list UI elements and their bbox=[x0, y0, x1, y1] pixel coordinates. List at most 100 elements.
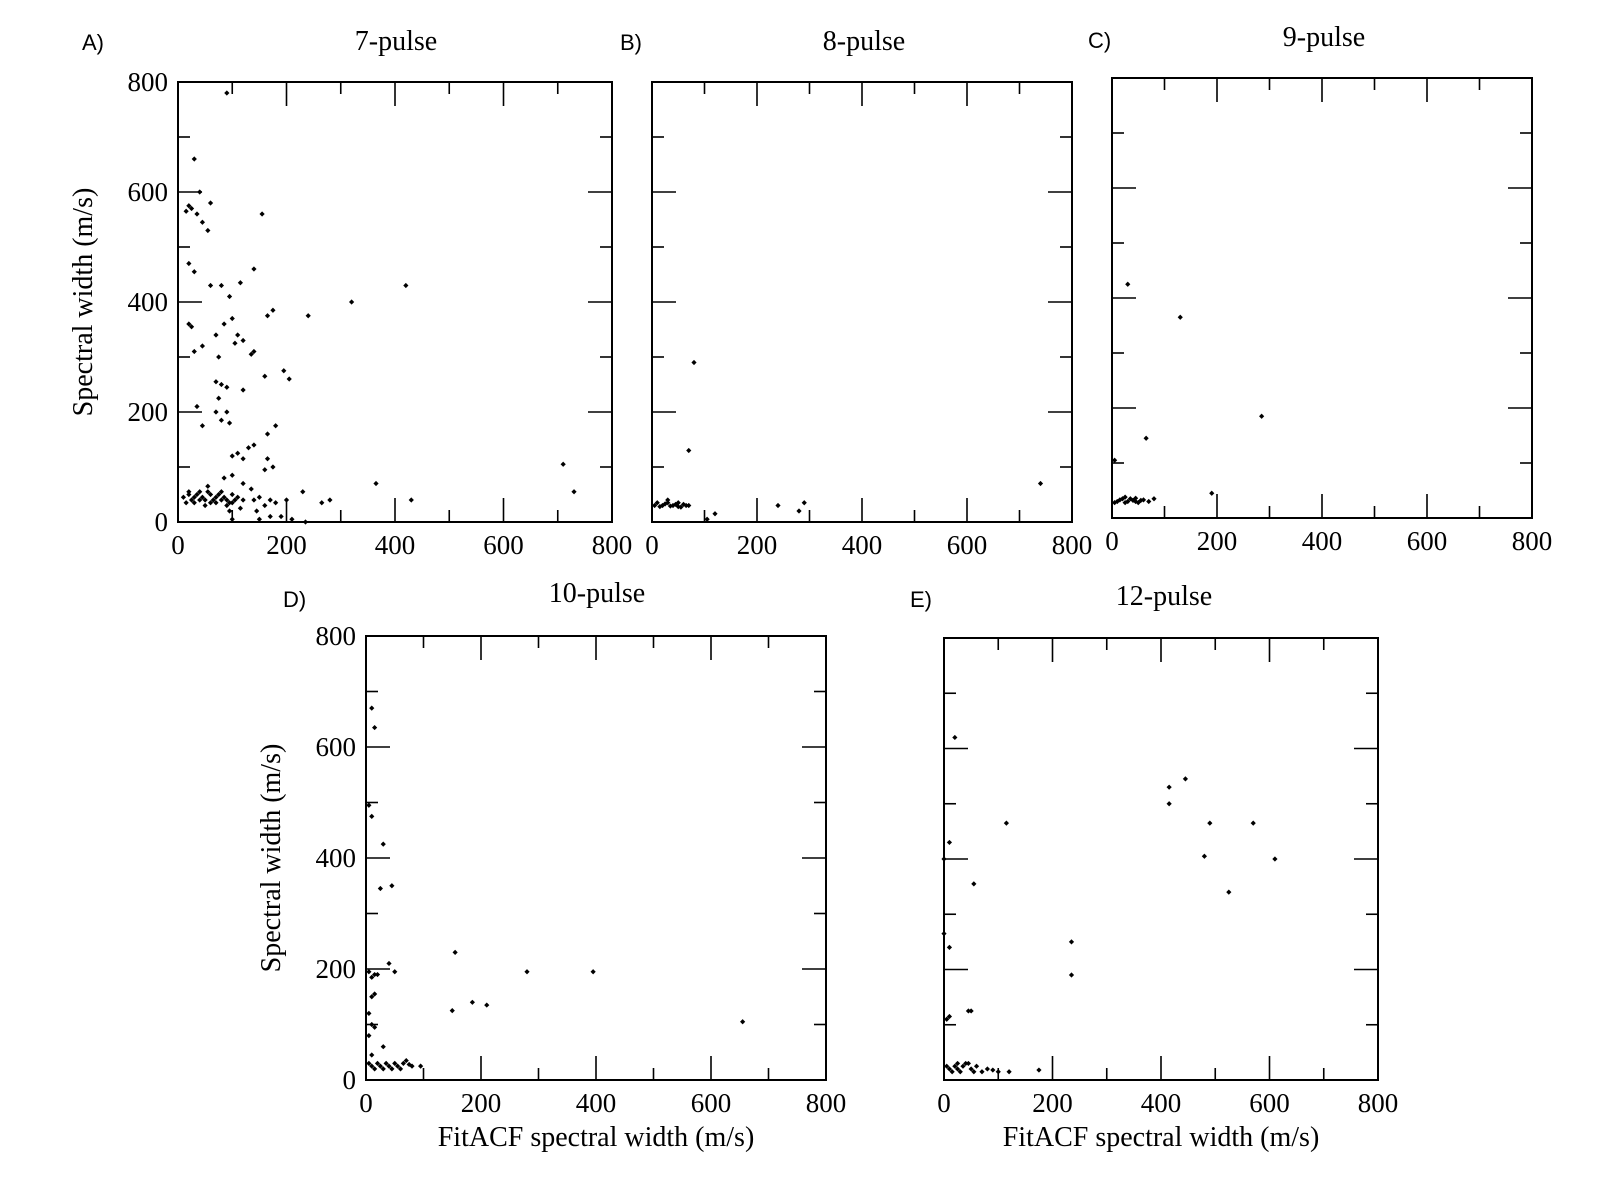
data-point bbox=[403, 282, 409, 289]
data-point bbox=[221, 321, 227, 327]
data-point bbox=[237, 280, 243, 286]
data-point bbox=[366, 1060, 372, 1066]
y-tick-label: 400 bbox=[316, 843, 357, 873]
data-point bbox=[712, 511, 718, 517]
data-point bbox=[197, 189, 203, 195]
data-point bbox=[1130, 497, 1136, 503]
y-axis-label: Spectral width (m/s) bbox=[256, 744, 287, 973]
data-point bbox=[1114, 498, 1120, 505]
y-tick-label: 400 bbox=[128, 287, 169, 317]
data-point bbox=[369, 974, 375, 980]
data-point bbox=[237, 505, 243, 511]
data-point bbox=[191, 348, 197, 355]
data-point bbox=[366, 802, 372, 808]
data-point bbox=[369, 1021, 375, 1028]
data-point bbox=[395, 1063, 401, 1069]
data-point bbox=[213, 409, 219, 415]
data-point bbox=[1068, 972, 1075, 978]
x-tick-label: 200 bbox=[266, 530, 307, 560]
data-point bbox=[256, 494, 262, 500]
data-point bbox=[278, 513, 284, 520]
data-point bbox=[590, 969, 596, 975]
data-point bbox=[319, 500, 325, 506]
data-point bbox=[226, 293, 233, 300]
data-point bbox=[1036, 1067, 1042, 1073]
data-point bbox=[240, 387, 246, 393]
x-tick-label: 600 bbox=[947, 530, 988, 560]
x-axis-label: FitACF spectral width (m/s) bbox=[1003, 1122, 1320, 1153]
data-point bbox=[680, 501, 687, 507]
data-point bbox=[1112, 457, 1118, 463]
data-point bbox=[372, 724, 378, 731]
data-point bbox=[202, 502, 208, 509]
data-point bbox=[218, 282, 224, 289]
data-point bbox=[235, 450, 241, 456]
panel-title: 9-pulse bbox=[1283, 22, 1365, 53]
data-point bbox=[191, 269, 197, 275]
y-tick-label: 200 bbox=[128, 397, 169, 427]
data-point bbox=[302, 519, 309, 525]
data-point bbox=[210, 497, 216, 503]
panel-title: 8-pulse bbox=[823, 26, 905, 57]
data-point bbox=[963, 1060, 969, 1067]
data-point bbox=[186, 203, 192, 209]
panel-2: 0 200 400 600 800 B) 8-pulse bbox=[620, 26, 1092, 560]
data-point bbox=[300, 489, 306, 495]
data-point bbox=[990, 1067, 996, 1073]
data-point bbox=[240, 337, 246, 344]
y-axis-label: Spectral width (m/s) bbox=[68, 188, 99, 417]
data-point bbox=[327, 497, 333, 503]
data-point bbox=[1207, 820, 1213, 826]
plot-frame bbox=[1111, 77, 1533, 519]
data-point bbox=[186, 260, 192, 267]
data-point bbox=[965, 1008, 972, 1014]
data-point bbox=[240, 456, 246, 462]
data-point bbox=[232, 497, 238, 503]
data-point bbox=[366, 1033, 372, 1039]
data-point bbox=[1119, 496, 1126, 502]
data-point bbox=[667, 503, 673, 509]
data-point bbox=[386, 960, 392, 967]
x-tick-label: 0 bbox=[645, 530, 659, 560]
data-point bbox=[380, 1066, 386, 1072]
data-point bbox=[205, 483, 211, 489]
panel-letter: C) bbox=[1088, 28, 1111, 53]
x-tick-label: 0 bbox=[359, 1088, 373, 1118]
data-point bbox=[524, 969, 530, 975]
data-point bbox=[256, 516, 262, 522]
data-point bbox=[1146, 498, 1152, 505]
data-point bbox=[801, 500, 807, 506]
data-point bbox=[199, 343, 206, 349]
data-point bbox=[1112, 500, 1118, 506]
data-point bbox=[224, 409, 230, 415]
data-point bbox=[1117, 497, 1123, 503]
data-point bbox=[218, 417, 224, 423]
data-point bbox=[383, 1060, 389, 1066]
data-point bbox=[654, 500, 660, 506]
data-point bbox=[1250, 820, 1256, 826]
panel-5: 0 200 400 600 800 E) 12-pulse FitACF spectral w… bbox=[910, 581, 1398, 1153]
data-point bbox=[226, 500, 233, 506]
data-point bbox=[1151, 496, 1157, 502]
data-point bbox=[949, 1069, 955, 1075]
data-point bbox=[704, 516, 710, 522]
data-point bbox=[199, 494, 206, 500]
data-point bbox=[199, 423, 206, 429]
panel-letter: D) bbox=[283, 587, 306, 612]
data-point bbox=[369, 1052, 375, 1058]
data-point bbox=[979, 1069, 985, 1075]
data-point bbox=[264, 456, 271, 462]
data-point bbox=[248, 351, 254, 357]
data-point bbox=[229, 500, 235, 506]
data-point bbox=[1133, 498, 1139, 505]
x-tick-label: 0 bbox=[937, 1088, 951, 1118]
data-point bbox=[954, 1060, 961, 1067]
data-point bbox=[197, 489, 203, 495]
x-tick-label: 800 bbox=[592, 530, 633, 560]
data-point bbox=[1125, 498, 1131, 505]
data-point bbox=[952, 734, 958, 741]
data-point bbox=[1201, 853, 1207, 859]
y-tick-label: 200 bbox=[316, 954, 357, 984]
data-point bbox=[197, 497, 203, 503]
data-point bbox=[183, 208, 189, 214]
